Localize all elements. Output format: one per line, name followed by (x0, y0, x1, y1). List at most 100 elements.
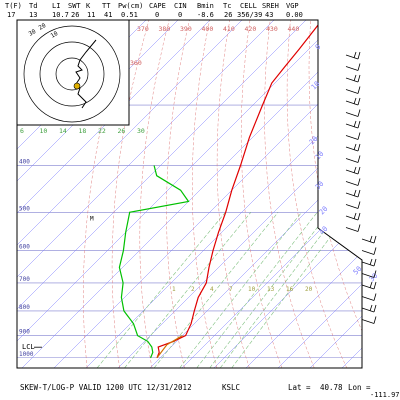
header-value: 0.51 (121, 11, 138, 19)
mixing-ratio-label: 22 (98, 127, 106, 135)
wind-barb (361, 304, 377, 313)
theta-label: 380 (159, 25, 171, 33)
theta-label: 360 (130, 59, 142, 67)
mixing-ratio-line (219, 212, 339, 368)
wind-barb (345, 97, 361, 106)
isotherm-line (85, 20, 362, 368)
header-label: Tc (223, 2, 232, 10)
dry-adiabat-line (111, 20, 150, 368)
wind-barb (361, 270, 377, 278)
isotherm-line (17, 20, 307, 368)
dry-adiabat-line (83, 20, 130, 368)
mixing-ratio-label: 6 (20, 127, 24, 135)
lower-mixing-label: 4 (210, 286, 214, 293)
wind-barb (345, 143, 361, 152)
hodograph-ring (55, 57, 89, 91)
theta-label: 400 (202, 25, 214, 33)
dry-adiabat-line (286, 20, 348, 368)
hodograph: 10 20 30 (16, 19, 130, 126)
parcel-trace (156, 335, 183, 359)
header-label: SREH (262, 2, 279, 10)
wind-barb (361, 247, 377, 255)
pressure-label: 700 (19, 276, 30, 283)
header-value: 0 (155, 11, 160, 19)
dry-adiabat-line (240, 20, 283, 368)
mixing-ratio-label: 18 (79, 127, 87, 135)
dry-adiabat-line (216, 20, 250, 368)
wind-barb (361, 258, 377, 267)
dry-adiabat-line (329, 20, 362, 368)
theta-label: 430 (266, 25, 278, 33)
lower-mixing-label: 2 (191, 286, 195, 293)
mixing-ratio-line (231, 212, 350, 368)
storm-motion-marker (73, 82, 81, 90)
isotherm-line (17, 20, 243, 368)
header-label: CIN (174, 2, 187, 10)
isotherm-label: 20 (308, 135, 320, 147)
mixing-ratio-line (196, 212, 318, 368)
wind-barb (361, 235, 377, 244)
theta-label: 420 (245, 25, 257, 33)
wind-barb (361, 316, 377, 324)
header-label: SWT (68, 2, 81, 10)
header-value: 43 (265, 11, 274, 19)
header-value: 41 (104, 11, 113, 19)
header-value: 356/39 (237, 11, 263, 19)
footer-station: KSLC (222, 383, 241, 392)
theta-label: 370 (137, 25, 149, 33)
header-label: T(F) (5, 2, 22, 10)
header-label: Pw(cm) (118, 2, 144, 10)
wind-barb (345, 155, 361, 163)
pressure-label: 400 (19, 158, 30, 165)
isotherm-line (341, 20, 362, 368)
isotherm-line (17, 20, 275, 368)
wind-barb (345, 51, 361, 60)
wind-barb (361, 281, 377, 290)
lower-mixing-label: 13 (267, 286, 275, 293)
mixing-ratio-label: 30 (137, 127, 145, 135)
wind-barb (345, 189, 361, 198)
footer-lat: 40.78 (320, 383, 343, 392)
hodograph-trace (75, 39, 97, 109)
isotherm-label: 10 (314, 150, 326, 162)
wind-barb (345, 166, 361, 175)
pressure-label: 600 (19, 244, 30, 251)
header-value: 0.00 (286, 11, 303, 19)
wind-barb (345, 212, 361, 221)
wind-barbs (345, 51, 377, 324)
header-label: Bmin (197, 2, 214, 10)
hodograph-ring (23, 25, 121, 123)
header-value: 17 (7, 11, 16, 19)
lower-mixing-label: 1 (172, 286, 176, 293)
mixing-ratio-line (96, 212, 226, 368)
isotherm-label: 0 (314, 43, 323, 52)
mixing-ratio-line (209, 212, 330, 368)
level-marker-label: M (90, 216, 94, 223)
dry-adiabat-line (192, 20, 218, 368)
wind-barb (361, 293, 377, 301)
wind-barb (345, 132, 361, 140)
theta-label: 390 (180, 25, 192, 33)
isotherm-label: 30 (314, 180, 326, 192)
dry-adiabat-line (350, 20, 362, 368)
hodograph-ring-label: 10 (50, 30, 60, 40)
pressure-label: 1000 (19, 351, 34, 358)
dry-adiabat-line (264, 20, 315, 368)
dry-adiabat-line (391, 20, 400, 368)
pressure-label: 900 (19, 329, 30, 336)
isotherm-line (17, 20, 211, 368)
dry-adiabat-line (139, 20, 170, 368)
lower-mixing-label: 16 (286, 286, 294, 293)
isotherm-label: 20 (318, 205, 330, 217)
wind-barb (345, 63, 361, 71)
hodograph-ring (39, 41, 105, 107)
mixing-ratio-line (179, 212, 302, 368)
header-value: 13 (29, 11, 38, 19)
mixing-ratio-line (153, 212, 279, 368)
temperature-profile (156, 20, 323, 359)
hodograph-ring-label: 20 (38, 22, 48, 32)
header-value: 11 (87, 11, 96, 19)
wind-barb (345, 201, 361, 209)
